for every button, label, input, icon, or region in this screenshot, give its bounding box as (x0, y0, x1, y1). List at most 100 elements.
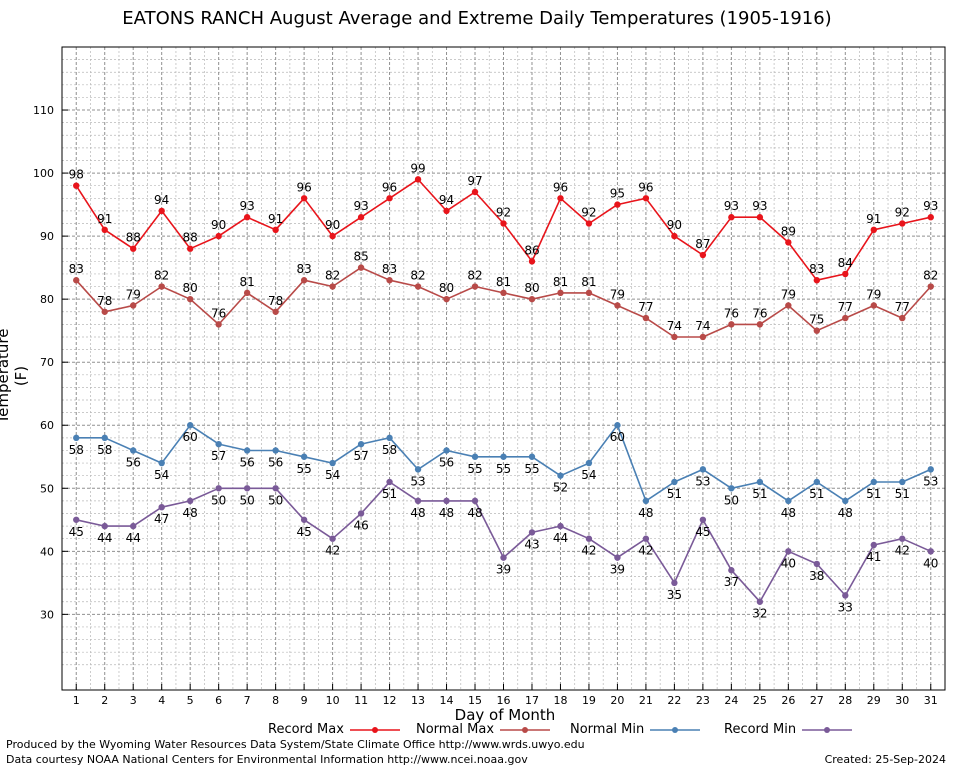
data-label: 58 (97, 443, 112, 457)
data-point (528, 258, 536, 265)
data-point (813, 277, 821, 284)
data-label: 91 (97, 212, 112, 226)
data-label: 96 (382, 180, 397, 194)
data-label: 44 (126, 531, 141, 545)
data-point (500, 220, 507, 227)
data-label: 97 (467, 174, 482, 188)
x-tick-label: 4 (158, 694, 165, 707)
data-label: 55 (467, 462, 482, 476)
data-point (842, 592, 849, 599)
data-label: 57 (353, 449, 368, 463)
data-label: 74 (667, 319, 682, 333)
data-label: 79 (781, 287, 796, 301)
data-point (899, 314, 906, 322)
data-point (357, 264, 365, 271)
data-point (386, 195, 393, 202)
series-layer: 98 91 88 94 88 90 93 91 96 90 93 96 99 94 97 92 86 96 92 95… (69, 161, 939, 620)
data-label: 88 (126, 231, 141, 245)
data-label: 48 (183, 506, 198, 520)
legend-swatch (500, 726, 551, 733)
x-axis-label: Day of Month (454, 706, 556, 724)
data-point (585, 459, 593, 467)
data-label: 39 (496, 563, 511, 577)
legend-normal-min: Normal Min (570, 722, 701, 737)
data-label: 56 (240, 455, 255, 469)
data-label: 91 (268, 212, 283, 226)
data-point (471, 497, 479, 505)
data-point (870, 478, 877, 486)
data-point (443, 295, 450, 303)
data-label: 82 (154, 269, 169, 283)
data-label: 77 (838, 300, 853, 314)
data-point (357, 510, 365, 517)
data-label: 51 (895, 487, 910, 501)
data-label: 94 (439, 193, 454, 207)
x-tick-label: 18 (553, 694, 567, 707)
y-tick-label: 90 (40, 230, 54, 243)
x-tick-label: 17 (525, 694, 539, 707)
data-point (842, 497, 849, 505)
data-label: 83 (382, 262, 397, 276)
data-point (73, 182, 80, 189)
x-tick-label: 1 (73, 694, 80, 707)
data-label: 39 (610, 563, 625, 577)
data-point (130, 522, 137, 530)
data-label: 54 (325, 468, 340, 482)
data-point (386, 277, 393, 284)
data-point (215, 232, 222, 240)
series-record-max: 98 91 88 94 88 90 93 91 96 90 93 96 99 94 97 92 86 96 92 95… (69, 161, 938, 284)
data-point (927, 283, 934, 290)
data-label: 99 (410, 161, 425, 175)
x-tick-label: 13 (411, 694, 425, 707)
data-label: 93 (923, 199, 938, 213)
x-tick-label: 9 (301, 694, 308, 707)
x-tick-label: 15 (468, 694, 482, 707)
data-point (585, 220, 593, 227)
data-point (471, 283, 479, 290)
data-label: 92 (581, 206, 596, 220)
data-point (272, 226, 279, 234)
legend-label: Normal Max (416, 722, 495, 737)
data-label: 58 (69, 443, 84, 457)
x-tick-label: 24 (724, 694, 738, 707)
data-label: 80 (439, 281, 454, 295)
data-point (699, 251, 707, 259)
y-tick-label: 80 (40, 293, 54, 306)
x-tick-label: 12 (383, 694, 397, 707)
x-tick-label: 22 (667, 694, 681, 707)
data-label: 45 (695, 525, 710, 539)
data-label: 96 (553, 180, 568, 194)
data-point (756, 478, 764, 486)
data-point (813, 327, 821, 334)
data-label: 41 (866, 550, 881, 564)
y-tick-label: 50 (40, 482, 54, 495)
data-point (329, 283, 336, 290)
data-label: 81 (553, 275, 568, 289)
data-point (528, 453, 536, 460)
data-label: 60 (183, 430, 198, 444)
data-label: 55 (496, 462, 511, 476)
data-label: 48 (410, 506, 425, 520)
y-tick-label: 60 (40, 419, 54, 432)
data-label: 74 (695, 319, 710, 333)
data-label: 51 (752, 487, 767, 501)
data-point (215, 485, 222, 492)
data-label: 82 (325, 269, 340, 283)
data-label: 80 (524, 281, 539, 295)
data-label: 60 (610, 430, 625, 444)
data-label: 51 (866, 487, 881, 501)
data-point (158, 207, 165, 215)
data-point (500, 453, 507, 460)
series-record-min: 45 44 44 47 48 50 50 50 45 42 46 51 48 48 48 39 43 44 42 39… (69, 478, 938, 621)
x-tick-label: 26 (781, 694, 795, 707)
data-label: 54 (581, 468, 596, 482)
data-label: 94 (154, 193, 169, 207)
x-tick-label: 21 (639, 694, 653, 707)
y-tick-label: 110 (33, 104, 54, 117)
data-label: 44 (553, 531, 568, 545)
data-point (215, 321, 222, 328)
data-point (130, 447, 137, 454)
data-point (585, 535, 593, 542)
data-label: 93 (353, 199, 368, 213)
data-label: 81 (496, 275, 511, 289)
